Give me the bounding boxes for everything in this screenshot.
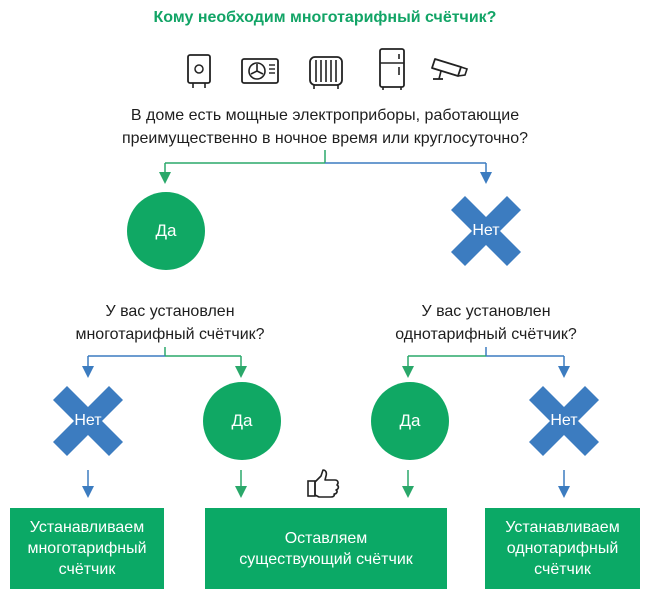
air-conditioner-icon — [239, 51, 281, 91]
root-no-label: Нет — [472, 222, 500, 239]
root-yes-node: Да — [127, 192, 205, 270]
left-yes-label: Да — [231, 411, 253, 430]
refrigerator-icon — [372, 46, 412, 90]
result-install-single-tariff: Устанавливаем однотарифный счётчик — [485, 508, 640, 589]
result-keep-existing-line-1: Оставляем — [284, 529, 368, 547]
result-keep-existing: Оставляем существующий счётчик — [205, 508, 447, 589]
right-no-label: Нет — [550, 412, 578, 429]
left-split-connector — [82, 347, 247, 378]
cross-shape — [53, 386, 123, 456]
root-question: В доме есть мощные электроприборы, работ… — [75, 104, 575, 150]
left-no-label: Нет — [74, 412, 102, 429]
result-install-multi-line-3: счётчик — [58, 561, 116, 578]
left-yes-node: Да — [203, 382, 281, 460]
result-keep-existing-line-2: существующий счётчик — [239, 550, 413, 568]
water-heater-icon — [179, 51, 219, 91]
result-install-multi-tariff: Устанавливаем многотарифный счётчик — [10, 508, 164, 589]
question-no-branch-line-1: У вас установлен — [421, 303, 551, 320]
diagram-title: Кому необходим многотарифный счётчик? — [153, 9, 497, 26]
question-installed-single-tariff: У вас установлен однотарифный счётчик? — [356, 300, 616, 346]
result-install-single-line-3: счётчик — [534, 561, 591, 578]
right-yes-label: Да — [399, 411, 421, 430]
root-split-connector — [159, 150, 492, 184]
question-installed-multi-tariff: У вас установлен многотарифный счётчик? — [40, 300, 300, 346]
right-yes-node: Да — [371, 382, 449, 460]
right-split-connector — [402, 347, 570, 378]
result-install-single-line-2: однотарифный — [506, 540, 619, 557]
root-question-line-2: преимущественно в ночное время или кругл… — [121, 130, 529, 147]
result-install-multi-line-1: Устанавливаем — [29, 519, 145, 536]
root-question-line-1: В доме есть мощные электроприборы, работ… — [130, 107, 520, 124]
cross-shape — [451, 196, 521, 266]
result-install-single-line-1: Устанавливаем — [505, 519, 620, 536]
question-yes-branch-line-2: многотарифный счётчик? — [75, 326, 265, 343]
question-yes-branch-line-1: У вас установлен — [105, 303, 235, 320]
security-camera-icon — [427, 51, 471, 91]
root-yes-label: Да — [155, 221, 177, 240]
root-no-node: Нет — [447, 192, 525, 270]
question-no-branch-line-2: однотарифный счётчик? — [395, 326, 577, 343]
cross-shape — [529, 386, 599, 456]
oil-radiator-icon — [305, 51, 347, 91]
thumbs-up-icon — [306, 468, 342, 500]
left-no-node: Нет — [49, 382, 127, 460]
result-install-multi-line-2: многотарифный — [27, 540, 147, 557]
right-no-node: Нет — [525, 382, 603, 460]
